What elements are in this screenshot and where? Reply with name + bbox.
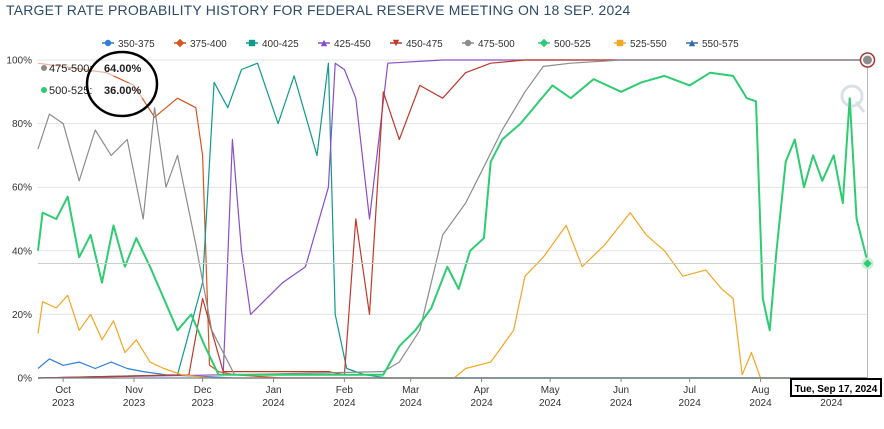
tooltip-dot bbox=[41, 87, 47, 93]
watermark-q bbox=[840, 84, 864, 108]
x-tick-month: May bbox=[541, 385, 560, 396]
legend-item-350-375: 350-375 bbox=[102, 39, 155, 50]
x-tick-year: 2024 bbox=[262, 398, 285, 409]
series-line-525-550 bbox=[37, 212, 868, 379]
y-tick-label: 100% bbox=[6, 56, 32, 67]
x-tick-year: 2023 bbox=[123, 398, 146, 409]
legend-label: 350-375 bbox=[118, 39, 155, 50]
y-tick-label: 40% bbox=[12, 246, 32, 257]
x-tick-year: 2024 bbox=[400, 398, 423, 409]
x-tick-month: Feb bbox=[336, 385, 354, 396]
x-tick-year: 2024 bbox=[610, 398, 633, 409]
legend-marker bbox=[104, 39, 112, 47]
end-marker-500-525 bbox=[863, 259, 872, 268]
series-line-350-375 bbox=[37, 358, 868, 379]
legend-label: 525-550 bbox=[630, 39, 667, 50]
legend-label: 450-475 bbox=[406, 39, 443, 50]
legend-label: 550-575 bbox=[702, 39, 739, 50]
x-tick-year: 2024 bbox=[749, 398, 772, 409]
x-tick-month: Oct bbox=[55, 385, 71, 396]
y-tick-label: 80% bbox=[12, 119, 32, 130]
crosshair-date-label: Tue, Sep 17, 2024 bbox=[790, 378, 882, 397]
axes: 0% 20% 40% 60% 80% 100% Oct 2023 Nov 2023 Dec 2023 J… bbox=[6, 56, 868, 409]
x-tick-month: Dec bbox=[194, 385, 212, 396]
x-tick-year: 2024 bbox=[333, 398, 356, 409]
legend-item-525-550: 525-550 bbox=[614, 39, 667, 50]
x-tick-year: 2024 bbox=[539, 398, 562, 409]
legend-label: 500-525 bbox=[554, 39, 591, 50]
legend-marker bbox=[616, 39, 624, 47]
tooltip-bg bbox=[38, 83, 158, 98]
tooltip-label: 500-525: bbox=[49, 85, 92, 97]
y-tick-label: 0% bbox=[18, 374, 33, 385]
end-marker-475-500 bbox=[863, 55, 872, 65]
x-tick-month: Nov bbox=[125, 385, 143, 396]
x-tick-month: Apr bbox=[474, 385, 490, 396]
x-tick-month: Jan bbox=[265, 385, 281, 396]
legend-marker bbox=[392, 39, 400, 47]
x-tick-month: Mar bbox=[402, 385, 420, 396]
annotation-circle bbox=[85, 50, 159, 118]
legend-marker bbox=[320, 39, 328, 47]
legend-item-500-525: 500-525 bbox=[538, 38, 591, 50]
y-tick-label: 20% bbox=[12, 310, 32, 321]
legend-item-550-575: 550-575 bbox=[686, 39, 739, 50]
chart-legend: 350-375 375-400 400-425 425-450 450-475 475-5… bbox=[102, 38, 739, 50]
legend-item-450-475: 450-475 bbox=[390, 39, 443, 50]
legend-item-475-500: 475-500 bbox=[462, 39, 515, 50]
legend-label: 375-400 bbox=[190, 39, 227, 50]
legend-item-375-400: 375-400 bbox=[174, 38, 227, 50]
grid-lines bbox=[38, 59, 868, 379]
chart-title: TARGET RATE PROBABILITY HISTORY FOR FEDE… bbox=[6, 2, 631, 18]
y-tick-label: 60% bbox=[12, 183, 32, 194]
legend-marker bbox=[464, 39, 472, 47]
tooltip-value: 64.00% bbox=[104, 63, 142, 75]
watermark-logo bbox=[840, 84, 866, 113]
series-line-450-475 bbox=[37, 59, 868, 379]
tooltip-item-0: 475-500: 64.00% bbox=[38, 61, 158, 76]
legend-label: 400-425 bbox=[262, 39, 299, 50]
legend-marker bbox=[175, 38, 185, 48]
series-line-475-500 bbox=[37, 59, 868, 376]
tooltip-label: 475-500: bbox=[49, 63, 92, 75]
x-tick-month: Jul bbox=[683, 385, 696, 396]
legend-marker bbox=[688, 39, 696, 47]
legend-item-400-425: 400-425 bbox=[246, 39, 299, 50]
legend-marker bbox=[539, 38, 549, 48]
legend-label: 425-450 bbox=[334, 39, 371, 50]
series-layer bbox=[37, 59, 869, 379]
tooltip-bg bbox=[38, 61, 158, 76]
legend-marker bbox=[248, 39, 256, 47]
legend-item-425-450: 425-450 bbox=[318, 39, 371, 50]
x-tick-year: 2024 bbox=[820, 398, 843, 409]
x-tick-year: 2024 bbox=[679, 398, 702, 409]
tooltip-item-1: 500-525: 36.00% bbox=[38, 83, 158, 98]
x-tick-month: Aug bbox=[752, 385, 770, 396]
legend-label: 475-500 bbox=[478, 39, 515, 50]
x-tick-year: 2023 bbox=[52, 398, 75, 409]
x-tick-year: 2024 bbox=[470, 398, 493, 409]
x-tick-month: Jun bbox=[613, 385, 629, 396]
x-tick-year: 2023 bbox=[192, 398, 215, 409]
series-line-500-525 bbox=[37, 71, 869, 376]
tooltip-value: 36.00% bbox=[104, 85, 142, 97]
watermark-tail bbox=[854, 101, 866, 113]
overlay: 475-500: 64.00% 500-525: 36.00% bbox=[38, 50, 876, 378]
tooltip-dot bbox=[41, 65, 47, 71]
series-line-425-450 bbox=[37, 59, 868, 379]
